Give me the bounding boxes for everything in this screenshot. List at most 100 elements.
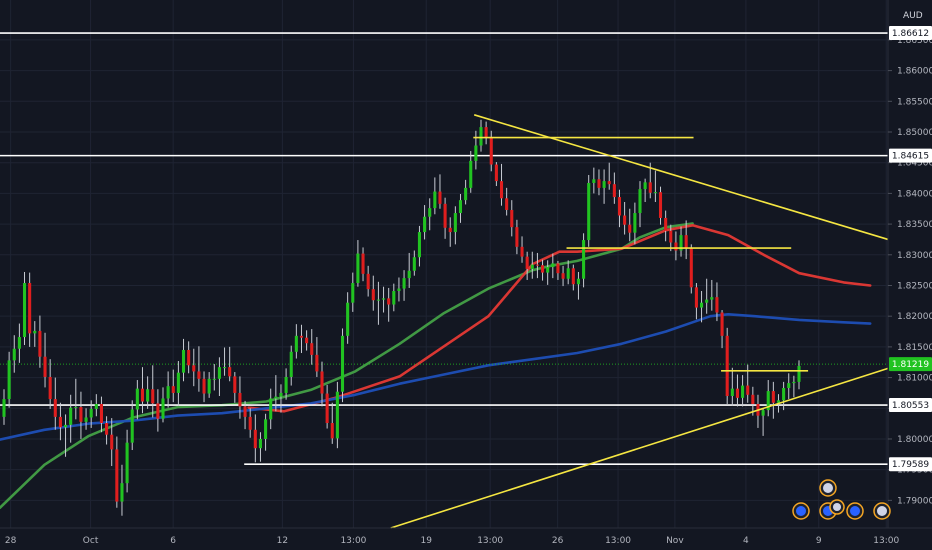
candle-body — [382, 298, 386, 300]
price-tick-label: 1.83500 — [897, 220, 932, 230]
candle-body — [746, 385, 750, 395]
candle-body — [761, 410, 765, 416]
current-price-label: 1.81219 — [892, 360, 929, 370]
candle-body — [325, 393, 329, 424]
candle-body — [340, 335, 345, 392]
candle-body — [494, 164, 498, 182]
candle-body — [464, 187, 468, 201]
price-tick-label: 1.82000 — [897, 312, 932, 322]
candle-body — [351, 283, 355, 303]
news-event-icons[interactable] — [792, 479, 891, 520]
time-tick-label: 28 — [5, 536, 17, 546]
candle-body — [223, 367, 227, 369]
candle-body — [551, 263, 555, 268]
level-price-label: 1.80553 — [892, 401, 929, 411]
candle-body — [520, 246, 524, 257]
candle-body — [741, 385, 745, 398]
candle-body — [705, 299, 709, 303]
candle-body — [735, 388, 739, 398]
price-tick-label: 1.85000 — [897, 128, 932, 138]
candle-body — [192, 365, 196, 372]
candle-body — [530, 264, 534, 269]
candle-body — [135, 388, 139, 410]
candle-body — [233, 376, 237, 393]
candle-body — [105, 423, 109, 435]
candle-body — [356, 253, 360, 284]
candle-body — [525, 256, 529, 269]
candle-body — [79, 407, 83, 422]
candle-body — [407, 270, 411, 279]
candle-body — [171, 386, 175, 393]
candle-body — [617, 197, 622, 216]
candle-body — [315, 354, 319, 372]
candle-body — [710, 297, 714, 300]
candle-body — [715, 297, 719, 313]
time-axis[interactable]: 28 Oct 6 12 13:00 19 13:00 26 13:00 Nov 4 9 13:00 — [5, 536, 900, 546]
candle-body — [428, 208, 432, 217]
time-tick-label: 13:00 — [477, 536, 503, 546]
candle-body — [125, 442, 129, 484]
candle-body — [453, 213, 457, 233]
candle-body — [623, 215, 627, 225]
candle-body — [582, 240, 586, 279]
candle-body — [576, 278, 580, 285]
candle-body — [499, 181, 504, 199]
candle-body — [776, 400, 781, 403]
current-price-tag — [889, 357, 932, 372]
candle-body — [274, 396, 278, 399]
level-price-label: 1.79589 — [892, 460, 929, 470]
candle-body — [397, 288, 401, 292]
candle-body — [669, 230, 673, 243]
candle-body — [361, 253, 365, 274]
candle-body — [448, 227, 452, 233]
trend-line — [473, 114, 889, 241]
candle-body — [689, 248, 693, 288]
candle-body — [161, 398, 165, 419]
candle-body — [371, 289, 375, 301]
candle-body — [299, 335, 304, 338]
price-tick-label: 1.84000 — [897, 189, 932, 199]
candle-body — [771, 391, 775, 403]
candle-body — [694, 287, 698, 308]
candle-body — [387, 298, 391, 305]
candle-body — [94, 403, 98, 409]
moving-average-line — [247, 224, 872, 413]
candle-body — [546, 267, 550, 273]
chart-grid — [0, 0, 888, 528]
candle-body — [597, 179, 601, 188]
candle-body — [510, 209, 514, 228]
candle-body — [433, 191, 437, 209]
candle-body — [140, 388, 145, 402]
candle-body — [89, 408, 93, 418]
candle-body — [782, 388, 786, 401]
candle-body — [151, 389, 155, 404]
candle-body — [458, 200, 463, 214]
candle-body — [541, 265, 545, 273]
trend-lines — [390, 114, 889, 529]
time-tick-label: 4 — [743, 536, 749, 546]
candle-body — [181, 349, 186, 373]
candle-body — [53, 399, 57, 417]
price-tick-label: 1.79000 — [897, 496, 932, 506]
candles — [2, 119, 801, 516]
candle-body — [602, 181, 606, 188]
candle-body — [392, 291, 396, 305]
candle-body — [484, 127, 488, 137]
candle-body — [320, 371, 324, 394]
candle-body — [269, 398, 273, 420]
time-tick-label: 13:00 — [605, 536, 631, 546]
flag-icon-fill — [877, 506, 887, 516]
candle-body — [74, 407, 78, 409]
level-price-tag — [889, 26, 932, 41]
candle-body — [423, 216, 427, 233]
candle-body — [376, 299, 380, 301]
price-tick-label: 1.86000 — [897, 67, 932, 77]
candle-body — [84, 417, 88, 422]
candle-body — [228, 367, 232, 377]
flag-icon-fill — [850, 506, 860, 516]
candle-body — [587, 182, 591, 241]
level-price-label: 1.84615 — [892, 152, 929, 162]
time-tick-label: 19 — [421, 536, 433, 546]
candle-body — [684, 235, 688, 249]
